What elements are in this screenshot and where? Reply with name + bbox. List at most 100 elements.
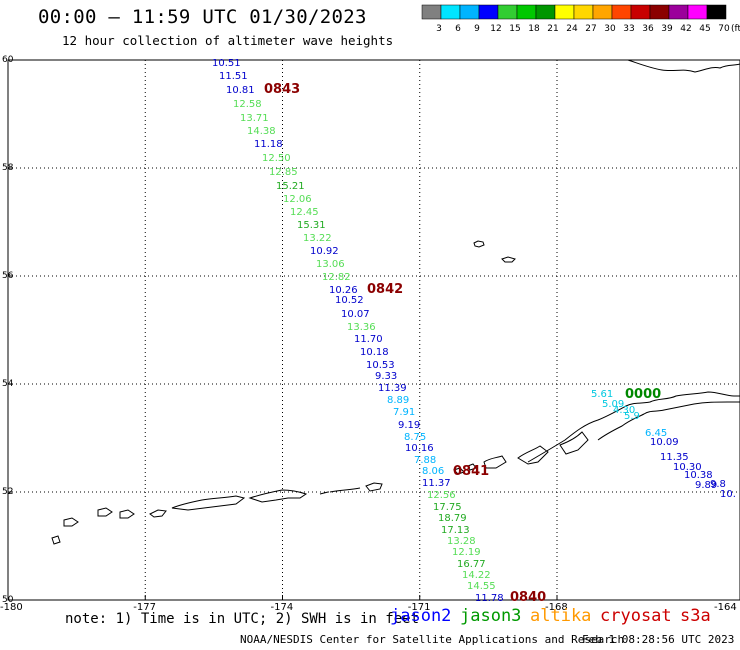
color-scale-label: 33 — [623, 24, 634, 34]
color-scale-label: 15 — [509, 24, 520, 34]
color-scale-label: 42 — [680, 24, 691, 34]
longitude-label: -171 — [407, 602, 431, 613]
rat-islands — [171, 495, 246, 511]
wave-height-label: 10.53 — [366, 360, 395, 371]
longitude-label: -177 — [133, 602, 156, 613]
pass-time-label: 0841 — [453, 464, 489, 479]
st-paul-island — [473, 240, 485, 248]
wave-height-label: 4.30 — [613, 405, 635, 416]
axis-ticks — [7, 59, 740, 601]
wave-height-label: 9.33 — [375, 371, 397, 382]
alaska-peninsula-south — [597, 401, 740, 441]
pass-time-label: 0842 — [367, 282, 403, 297]
wave-height-label: 13.36 — [347, 322, 376, 333]
longitude-label: -180 — [0, 602, 23, 613]
wave-height-label: 12.06 — [283, 194, 312, 205]
islands-of-four-mountains — [453, 463, 477, 475]
color-scale-label: 70 — [718, 24, 730, 34]
wave-height-label: 12.56 — [427, 490, 456, 501]
wave-height-label: 18.79 — [438, 513, 467, 524]
color-scale-unit: (ft) — [731, 24, 740, 34]
alaska-mainland-coast — [627, 59, 740, 73]
color-scale-label: 27 — [585, 24, 596, 34]
pass-time-label: 0840 — [510, 590, 546, 605]
generated-timestamp: Feb 1 08:28:56 UTC 2023 — [582, 633, 735, 646]
unalaska-island — [517, 445, 549, 465]
color-scale-label: 24 — [566, 24, 578, 34]
wave-height-label: 14.38 — [247, 126, 276, 137]
longitude-label: -164 — [714, 602, 737, 613]
wave-height-label: 10.81 — [226, 85, 255, 96]
color-scale-label: 3 — [436, 24, 442, 34]
wave-height-label: 17.75 — [433, 502, 462, 513]
coastline — [51, 59, 740, 545]
credit-line: NOAA/NESDIS Center for Satellite Applica… — [240, 633, 625, 646]
satellite-label-cryosat: cryosat — [600, 606, 672, 626]
footer-note: note: 1) Time is in UTC; 2) SWH is in fe… — [65, 611, 420, 627]
wave-height-label: 9.89 — [695, 480, 717, 491]
wave-height-label: 10.38 — [684, 470, 713, 481]
wave-height-label: 7.88 — [414, 455, 436, 466]
longitude-label: -168 — [545, 602, 568, 613]
st-george-island — [501, 256, 516, 263]
atka-island — [365, 482, 383, 492]
latitude-label: 52 — [2, 487, 14, 497]
wave-height-label: 9.8 — [710, 479, 726, 490]
wave-height-label: 11.18 — [254, 139, 283, 150]
satellite-label-altika: altika — [530, 606, 592, 626]
wave-height-label: 5.61 — [591, 389, 613, 400]
wave-height-label: 13.22 — [303, 233, 332, 244]
map-subtitle: 12 hour collection of altimeter wave hei… — [62, 33, 394, 48]
wave-height-label: 13.28 — [447, 536, 476, 547]
wave-height-label: 12.19 — [452, 547, 481, 558]
color-scale-label: 30 — [604, 24, 616, 34]
kiska-island — [149, 509, 167, 518]
wave-height-label: 11.78 — [475, 593, 504, 604]
map-frame — [7, 59, 740, 601]
near-islands — [51, 507, 113, 545]
wave-height-label: 9.19 — [398, 420, 420, 431]
pass-time-label: 0000 — [625, 387, 661, 402]
wave-height-label: 12.45 — [290, 207, 319, 218]
wave-height-label: 10. — [720, 489, 736, 500]
color-scale-label: 21 — [547, 24, 558, 34]
latitude-label: 50 — [2, 595, 14, 605]
latitude-label: 58 — [2, 163, 14, 173]
color-scale-label: 45 — [699, 24, 710, 34]
color-scale-label: 18 — [528, 24, 540, 34]
adak-tanaga-islands — [248, 489, 308, 503]
pass-time-label: 0843 — [264, 82, 300, 97]
wave-height-label: 10.51 — [212, 58, 241, 69]
wave-height-label: 10.09 — [650, 437, 679, 448]
wave-height-label: 13.06 — [316, 259, 345, 270]
wave-height-label: 12.85 — [269, 167, 298, 178]
wave-height-label: 8.75 — [404, 432, 426, 443]
andreanof-islands — [319, 487, 361, 495]
wave-height-label: 14.22 — [462, 570, 491, 581]
buldir-island — [119, 509, 135, 519]
umnak-island — [483, 455, 507, 469]
satellite-label-jason2: jason2 — [390, 606, 452, 626]
wave-height-label: 11.70 — [354, 334, 383, 345]
alaska-peninsula-coast — [527, 391, 740, 463]
wave-height-label: 10.52 — [335, 295, 364, 306]
wave-height-label: 17.13 — [441, 525, 470, 536]
wave-height-label: 10.26 — [329, 285, 358, 296]
wave-height-label: 11.51 — [219, 71, 248, 82]
latitude-label: 56 — [2, 271, 14, 281]
longitude-label: -174 — [270, 602, 294, 613]
color-scale-label: 36 — [642, 24, 654, 34]
wave-height-label: 15.21 — [276, 181, 305, 192]
color-scale-label: 6 — [455, 24, 461, 34]
color-scale-label: 9 — [474, 24, 480, 34]
wave-height-label: 5.09 — [602, 399, 624, 410]
wave-height-label: 10.16 — [405, 443, 434, 454]
satellite-label-s3a: s3a — [680, 606, 711, 626]
wave-height-label: 12.58 — [233, 99, 262, 110]
wave-height-label: 8.06 — [422, 466, 444, 477]
wave-height-label: 5.9 — [624, 411, 640, 422]
wave-height-label: 11.37 — [422, 478, 451, 489]
